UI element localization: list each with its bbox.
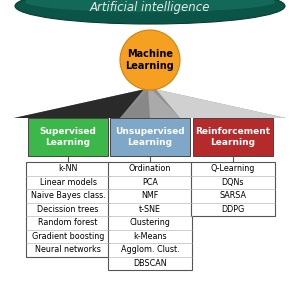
Text: Agglom. Clust.: Agglom. Clust. (121, 245, 179, 254)
Text: DBSCAN: DBSCAN (133, 259, 167, 268)
FancyBboxPatch shape (26, 162, 110, 257)
FancyBboxPatch shape (108, 162, 192, 270)
Text: SARSA: SARSA (220, 191, 247, 200)
Text: Linear models: Linear models (40, 178, 97, 187)
FancyBboxPatch shape (193, 118, 273, 156)
Ellipse shape (15, 0, 285, 24)
Text: Gradient boosting: Gradient boosting (32, 232, 104, 241)
Text: Naive Bayes class.: Naive Bayes class. (31, 191, 105, 200)
Text: Q-Learning: Q-Learning (211, 164, 255, 173)
Polygon shape (120, 88, 152, 118)
Polygon shape (148, 88, 180, 118)
Text: Artificial intelligence: Artificial intelligence (90, 1, 210, 14)
Polygon shape (14, 88, 286, 118)
Text: Machine
Learning: Machine Learning (126, 49, 174, 71)
Text: Decission trees: Decission trees (37, 205, 99, 214)
Text: PCA: PCA (142, 178, 158, 187)
Text: Ordination: Ordination (129, 164, 171, 173)
FancyBboxPatch shape (191, 162, 275, 216)
Text: k-NN: k-NN (58, 164, 78, 173)
Text: Clustering: Clustering (130, 218, 170, 227)
Text: k-Means: k-Means (133, 232, 167, 241)
Text: Unsupervised
Learning: Unsupervised Learning (115, 127, 185, 147)
Polygon shape (150, 88, 286, 118)
Polygon shape (14, 88, 150, 118)
Circle shape (120, 30, 180, 90)
Text: Reinforcement
Learning: Reinforcement Learning (195, 127, 271, 147)
Text: Supervised
Learning: Supervised Learning (40, 127, 96, 147)
FancyBboxPatch shape (28, 118, 108, 156)
FancyBboxPatch shape (110, 118, 190, 156)
Text: Random forest: Random forest (38, 218, 98, 227)
Ellipse shape (25, 0, 275, 12)
Text: NMF: NMF (141, 191, 159, 200)
Text: t-SNE: t-SNE (139, 205, 161, 214)
Text: DDPG: DDPG (221, 205, 244, 214)
Text: DQNs: DQNs (222, 178, 244, 187)
Text: Neural networks: Neural networks (35, 245, 101, 254)
